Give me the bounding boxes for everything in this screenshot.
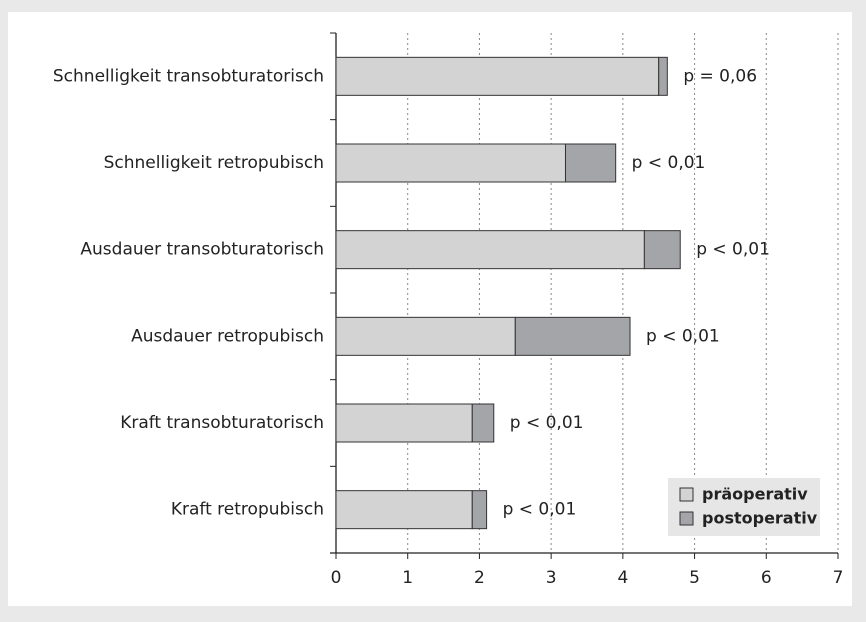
annotation: p < 0,01 [503, 500, 577, 520]
bar-segment [335, 230, 645, 270]
x-tick-label: 5 [689, 568, 700, 588]
bar-segment [335, 490, 473, 530]
x-tick-label: 1 [402, 568, 413, 588]
annotation: p < 0,01 [646, 326, 720, 346]
annotation: p < 0,01 [632, 153, 706, 173]
annotation: p = 0,06 [683, 66, 757, 86]
annotation: p < 0,01 [510, 413, 584, 433]
bar-segment [335, 143, 566, 183]
y-tick-label: Schnelligkeit transobturatorisch [53, 66, 324, 86]
legend: präoperativ postoperativ [668, 478, 820, 536]
bar-segment [643, 230, 681, 270]
legend-swatch [679, 487, 694, 502]
legend-label: präoperativ [702, 485, 808, 504]
annotation: p < 0,01 [696, 240, 770, 260]
bar-segment [335, 403, 473, 443]
bar-segment [564, 143, 617, 183]
bar-segment [658, 56, 668, 96]
y-tick-label: Kraft retropubisch [171, 500, 324, 520]
x-tick-label: 3 [546, 568, 557, 588]
x-tick-label: 2 [474, 568, 485, 588]
y-tick-label: Ausdauer retropubisch [131, 326, 324, 346]
legend-swatch [679, 511, 694, 526]
bar-segment [471, 403, 495, 443]
x-tick-label: 7 [833, 568, 844, 588]
x-tick-label: 0 [331, 568, 342, 588]
bar-segment [335, 56, 660, 96]
y-tick-label: Ausdauer transobturatorisch [80, 240, 324, 260]
bar-segment [471, 490, 488, 530]
x-tick-label: 4 [617, 568, 628, 588]
bar-segment [514, 316, 631, 356]
y-tick-label: Schnelligkeit retropubisch [104, 153, 324, 173]
y-tick-label: Kraft transobturatorisch [120, 413, 324, 433]
bar-segment [335, 316, 516, 356]
legend-label: postoperativ [702, 509, 818, 528]
x-tick-label: 6 [761, 568, 772, 588]
